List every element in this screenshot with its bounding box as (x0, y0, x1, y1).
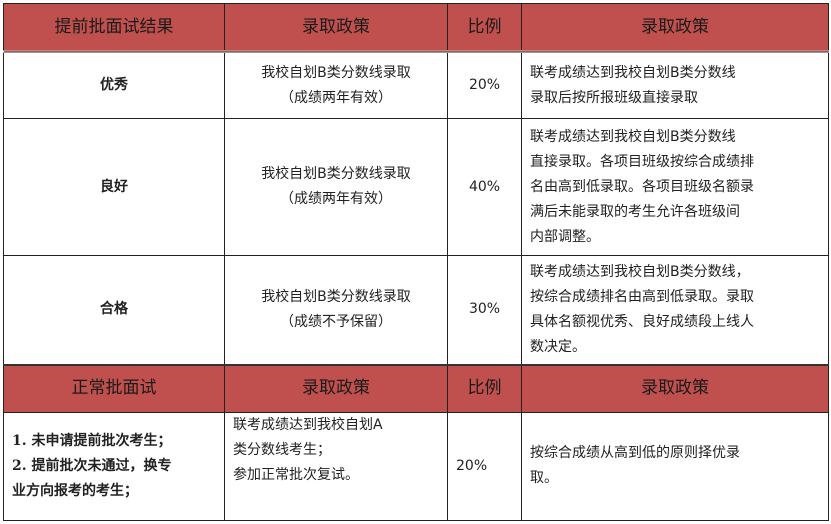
text-line: 直接录取。各项目班级按综合成绩排 (530, 153, 754, 170)
admission-policy-table: 提前批面试结果 录取政策 比例 录取政策 优秀 我校自划B类分数线录取 （成绩两年… (3, 3, 829, 521)
text-line: 我校自划B类分数线录取 (261, 64, 411, 81)
text-line: 数决定。 (530, 338, 586, 355)
header-cell: 录取政策 (521, 3, 829, 52)
normal-header-row: 正常批面试 录取政策 比例 录取政策 (3, 363, 829, 413)
policy-cell: 联考成绩达到我校自划A 类分数线考生； 参加正常批次复试。 (224, 411, 448, 521)
policy-cell: 我校自划B类分数线录取 （成绩两年有效） (224, 118, 448, 256)
ratio-cell: 40% (447, 118, 522, 256)
header-cell: 比例 (447, 3, 522, 52)
result-cell: 良好 (3, 118, 225, 256)
ratio-cell: 30% (447, 255, 522, 365)
text-line: 业方向报考的考生； (12, 482, 138, 499)
text-line: （成绩两年有效） (280, 89, 392, 106)
table-row: 1. 未申请提前批次考生； 2. 提前批次未通过，换专 业方向报考的考生； 联考成绩… (3, 411, 829, 521)
header-cell: 录取政策 (224, 3, 448, 52)
admission-cell: 联考成绩达到我校自划B类分数线 录取后按所报班级直接录取 (521, 50, 829, 119)
header-cell: 录取政策 (224, 363, 448, 413)
header-cell: 提前批面试结果 (3, 3, 225, 52)
text-line: 联考成绩达到我校自划B类分数线 (530, 128, 736, 145)
text-line: 联考成绩达到我校自划B类分数线， (530, 263, 750, 280)
table-row: 良好 我校自划B类分数线录取 （成绩两年有效） 40% 联考成绩达到我校自划B类分… (3, 118, 829, 256)
early-header-row: 提前批面试结果 录取政策 比例 录取政策 (3, 3, 829, 52)
text-line: 联考成绩达到我校自划B类分数线 (530, 64, 736, 81)
text-line: （成绩两年有效） (280, 191, 392, 207)
header-cell: 录取政策 (521, 363, 829, 413)
header-cell: 正常批面试 (3, 363, 225, 413)
text-line: 我校自划B类分数线录取 (261, 166, 411, 182)
result-cell: 合格 (3, 255, 225, 365)
text-line: 按综合成绩排名由高到低录取。录取 (530, 288, 754, 305)
header-cell: 比例 (447, 363, 522, 413)
admission-cell: 联考成绩达到我校自划B类分数线直接录取。各项目班级按综合成绩排 名由高到低录取。各… (521, 118, 829, 256)
text-line: 满后未能录取的考生允许各班级间 (530, 203, 740, 220)
policy-cell: 我校自划B类分数线录取 （成绩两年有效） (224, 50, 448, 119)
text-line: 联考成绩达到我校自划A (233, 416, 383, 433)
text-line: 类分数线考生； (233, 441, 331, 458)
text-line: 具体名额视优秀、良好成绩段上线人 (530, 313, 754, 330)
text-line: 1. 未申请提前批次考生； (12, 432, 172, 449)
result-cell: 1. 未申请提前批次考生； 2. 提前批次未通过，换专 业方向报考的考生； (3, 411, 225, 521)
policy-cell: 我校自划B类分数线录取 （成绩不予保留） (224, 255, 448, 365)
text-line: 我校自划B类分数线录取 (261, 288, 411, 305)
text-line: 内部调整。 (530, 228, 600, 245)
ratio-cell: 20% (447, 411, 522, 521)
text-line: （成绩不予保留） (280, 313, 392, 330)
table-row: 合格 我校自划B类分数线录取 （成绩不予保留） 30% 联考成绩达到我校自划B类分… (3, 255, 829, 365)
admission-cell: 联考成绩达到我校自划B类分数线， 按综合成绩排名由高到低录取。录取 具体名额视优秀、… (521, 255, 829, 365)
text-line: 2. 提前批次未通过，换专 (12, 457, 172, 474)
text-line: 参加正常批次复试。 (233, 466, 359, 483)
ratio-cell: 20% (447, 50, 522, 119)
text-line: 录取后按所报班级直接录取 (530, 89, 698, 106)
text-line: 取。 (530, 470, 558, 486)
result-cell: 优秀 (3, 50, 225, 119)
text-line: 名由高到低录取。各项目班级名额录 (530, 178, 754, 195)
table-row: 优秀 我校自划B类分数线录取 （成绩两年有效） 20% 联考成绩达到我校自划B类分… (3, 50, 829, 119)
text-line: 按综合成绩从高到低的原则择优录 (530, 445, 740, 461)
admission-cell: 按综合成绩从高到低的原则择优录 取。 (521, 411, 829, 521)
